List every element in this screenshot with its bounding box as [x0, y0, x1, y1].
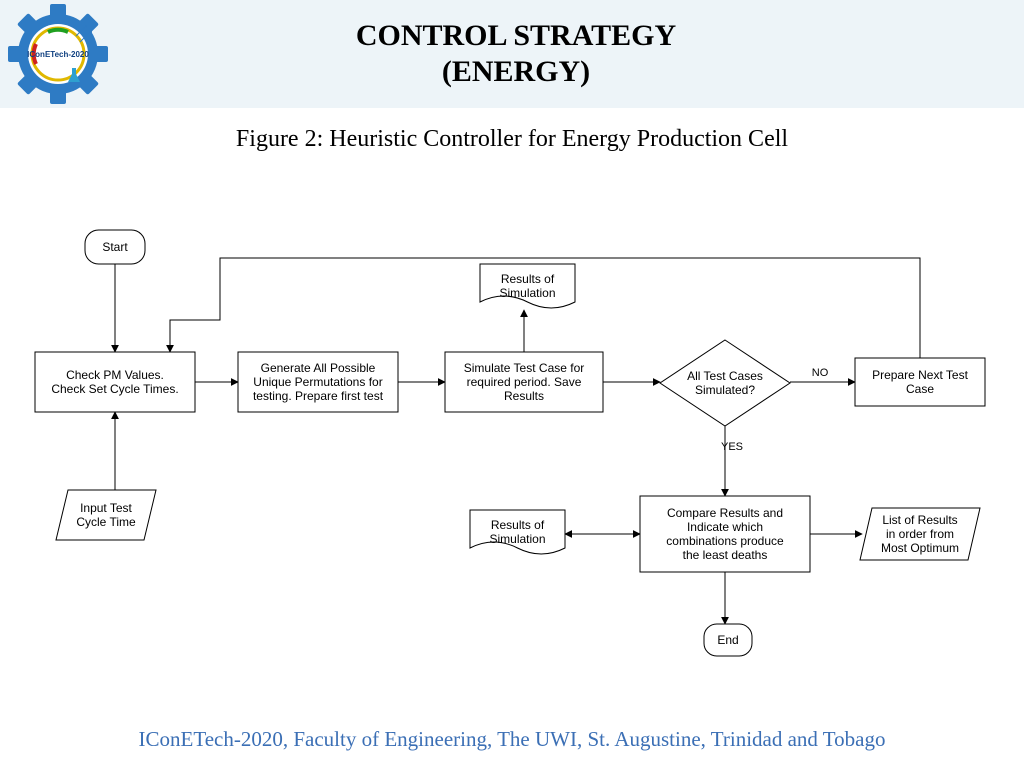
- flowchart-diagram: NO YES Start Check PM Values.Check Set Cyc…: [0, 165, 1024, 725]
- flowchart-node-inputct: Input TestCycle Time: [56, 490, 156, 540]
- title-line-2: (ENERGY): [442, 55, 590, 88]
- svg-text:Input TestCycle Time: Input TestCycle Time: [76, 501, 136, 529]
- svg-text:Results ofSimulation: Results ofSimulation: [499, 272, 555, 300]
- svg-text:End: End: [717, 633, 738, 647]
- svg-text:List of Resultsin order fromMo: List of Resultsin order fromMost Optimum: [881, 513, 959, 555]
- svg-text:IConETech-2020: IConETech-2020: [27, 50, 89, 59]
- flowchart-node-simulate: Simulate Test Case forrequired period. S…: [445, 352, 603, 412]
- flowchart-node-results2: Results ofSimulation: [470, 510, 565, 554]
- flowchart-node-genperm: Generate All PossibleUnique Permutations…: [238, 352, 398, 412]
- flowchart-edge: NO: [790, 367, 855, 382]
- footer-text: IConETech-2020, Faculty of Engineering, …: [0, 727, 1024, 752]
- svg-text:All Test CasesSimulated?: All Test CasesSimulated?: [687, 369, 763, 397]
- flowchart-node-prepnext: Prepare Next TestCase: [855, 358, 985, 406]
- flowchart-node-start: Start: [85, 230, 145, 264]
- flowchart-node-checkpm: Check PM Values.Check Set Cycle Times.: [35, 352, 195, 412]
- flowchart-node-decision: All Test CasesSimulated?: [660, 340, 790, 426]
- svg-text:NO: NO: [812, 367, 829, 379]
- title-line-1: CONTROL STRATEGY: [356, 19, 676, 52]
- svg-text:Results ofSimulation: Results ofSimulation: [489, 518, 545, 546]
- page-title: CONTROL STRATEGY (ENERGY): [108, 18, 1024, 90]
- svg-text:Generate All PossibleUnique Pe: Generate All PossibleUnique Permutations…: [253, 361, 384, 403]
- svg-text:YES: YES: [721, 441, 743, 453]
- svg-text:Compare Results andIndicate wh: Compare Results andIndicate whichcombina…: [666, 506, 784, 562]
- svg-text:Start: Start: [102, 240, 128, 254]
- svg-text:Check PM Values.Check Set Cycl: Check PM Values.Check Set Cycle Times.: [51, 368, 178, 396]
- header: IConETech-2020 CONTROL STRATEGY (ENERGY): [0, 0, 1024, 108]
- flowchart-node-end: End: [704, 624, 752, 656]
- flowchart-edge: YES: [721, 426, 743, 496]
- figure-caption: Figure 2: Heuristic Controller for Energ…: [0, 126, 1024, 153]
- conference-logo: IConETech-2020: [8, 4, 108, 104]
- flowchart-node-results1: Results ofSimulation: [480, 264, 575, 308]
- flowchart-node-listres: List of Resultsin order fromMost Optimum: [860, 508, 980, 560]
- flowchart-node-compare: Compare Results andIndicate whichcombina…: [640, 496, 810, 572]
